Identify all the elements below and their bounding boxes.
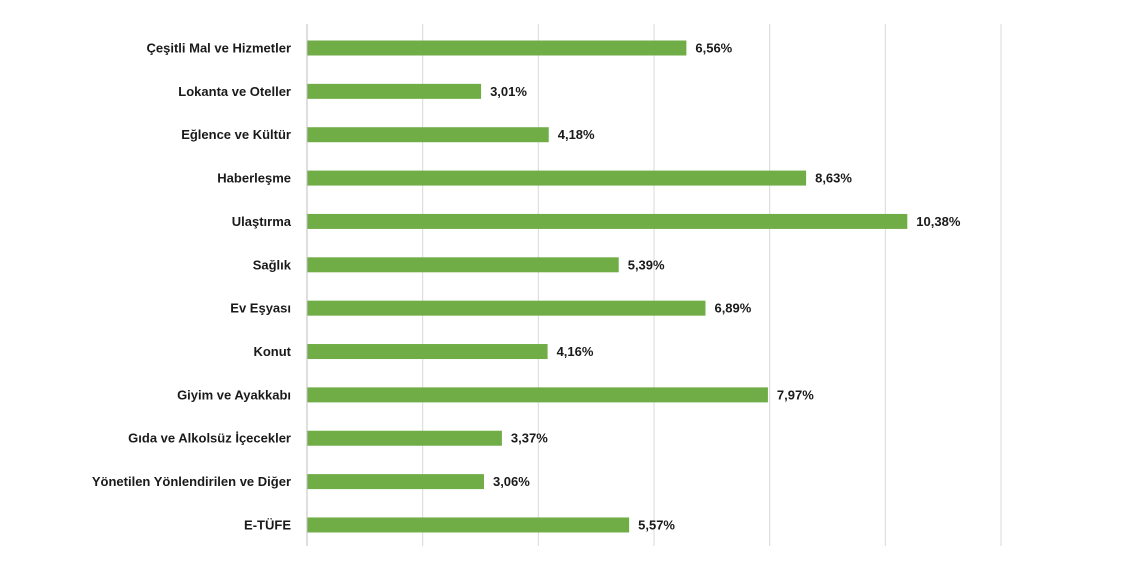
category-label: Giyim ve Ayakkabı xyxy=(177,387,291,402)
bar xyxy=(307,300,706,316)
bar xyxy=(307,517,630,533)
data-label: 3,01% xyxy=(490,84,527,99)
category-labels: Çeşitli Mal ve Hizmetler Lokanta ve Otell… xyxy=(92,41,292,533)
category-label: Lokanta ve Oteller xyxy=(178,84,291,99)
data-label: 7,97% xyxy=(777,387,814,402)
bar xyxy=(307,83,482,99)
category-label: Ev Eşyası xyxy=(230,301,291,316)
data-label: 4,18% xyxy=(558,127,595,142)
data-label: 8,63% xyxy=(815,171,852,186)
bar xyxy=(307,170,807,186)
bar xyxy=(307,257,619,273)
bars xyxy=(307,40,908,533)
data-label: 5,57% xyxy=(638,517,675,532)
category-label: Sağlık xyxy=(253,257,292,272)
category-label: Konut xyxy=(253,344,291,359)
data-label: 4,16% xyxy=(557,344,594,359)
data-label: 6,56% xyxy=(695,41,732,56)
bar xyxy=(307,344,548,360)
data-label: 5,39% xyxy=(628,257,665,272)
data-label: 3,37% xyxy=(511,431,548,446)
bar xyxy=(307,387,768,403)
category-label: Gıda ve Alkolsüz İçecekler xyxy=(128,431,291,446)
bar xyxy=(307,40,687,56)
value-labels: 6,56% 3,01% 4,18% 8,63% 10,38% 5,39% 6,89% 4,16… xyxy=(490,41,961,533)
category-label: Çeşitli Mal ve Hizmetler xyxy=(147,41,292,56)
category-label: Ulaştırma xyxy=(232,214,292,229)
data-label: 3,06% xyxy=(493,474,530,489)
category-label: Eğlence ve Kültür xyxy=(181,127,291,142)
category-label: Haberleşme xyxy=(217,171,291,186)
bar xyxy=(307,474,484,490)
bar xyxy=(307,213,908,229)
bar xyxy=(307,127,549,143)
data-label: 10,38% xyxy=(916,214,961,229)
bar xyxy=(307,430,502,446)
category-label: E-TÜFE xyxy=(244,517,291,532)
data-label: 6,89% xyxy=(714,301,751,316)
gridlines xyxy=(422,24,1002,546)
category-label: Yönetilen Yönlendirilen ve Diğer xyxy=(92,474,291,489)
